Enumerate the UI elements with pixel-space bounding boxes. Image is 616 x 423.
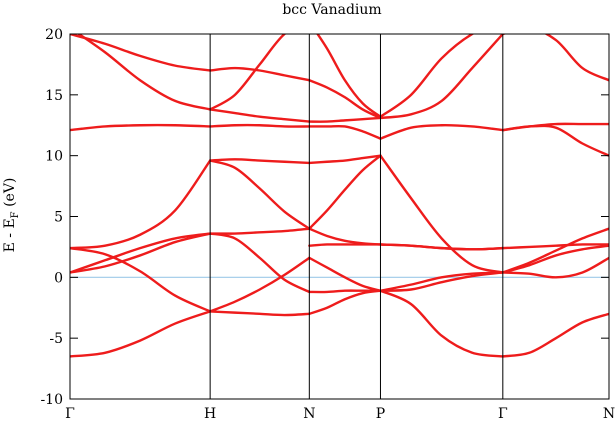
band-line bbox=[308, 154, 382, 165]
band-line bbox=[208, 158, 311, 165]
x-tick-label: P bbox=[376, 406, 385, 422]
y-tick-label: 15 bbox=[45, 88, 63, 104]
band-line bbox=[70, 123, 212, 132]
y-tick-label: -10 bbox=[40, 392, 63, 408]
y-tick-label: 10 bbox=[45, 149, 63, 165]
band-line bbox=[208, 108, 311, 123]
band-line bbox=[208, 232, 311, 294]
x-tick-label: Γ bbox=[65, 406, 75, 422]
x-tick-label: N bbox=[603, 406, 615, 422]
plot-layer bbox=[70, 34, 609, 358]
chart-title: bcc Vanadium bbox=[282, 2, 381, 18]
band-line bbox=[379, 289, 505, 358]
band-line bbox=[379, 34, 505, 120]
band-line bbox=[501, 312, 609, 358]
band-line bbox=[308, 289, 382, 294]
y-tick-label: 0 bbox=[54, 270, 63, 286]
band-line bbox=[70, 232, 212, 274]
y-tick-label: 20 bbox=[45, 27, 63, 43]
band-line bbox=[501, 256, 609, 279]
band-line bbox=[379, 243, 505, 251]
y-axis-label-unit: (eV) bbox=[2, 178, 18, 212]
band-line bbox=[76, 34, 212, 111]
band-line bbox=[308, 79, 382, 120]
band-line bbox=[208, 34, 287, 111]
band-line bbox=[208, 227, 311, 235]
band-line bbox=[308, 116, 382, 123]
y-tick-label: -5 bbox=[49, 331, 63, 347]
y-axis-label: E - EF (eV) bbox=[2, 178, 21, 253]
x-tick-label: N bbox=[303, 406, 315, 422]
band-line bbox=[501, 243, 609, 250]
band-line bbox=[379, 271, 505, 292]
band-line bbox=[501, 124, 609, 157]
band-line bbox=[70, 310, 212, 358]
y-axis-label-main: E - E bbox=[2, 218, 18, 252]
band-line bbox=[308, 154, 382, 230]
band-line bbox=[208, 310, 311, 317]
band-line bbox=[208, 159, 311, 230]
band-line bbox=[379, 271, 505, 292]
band-line bbox=[379, 154, 505, 274]
axes-layer: -10 -5 0 5 10 15 20 Γ H N P Γ N bbox=[40, 27, 615, 422]
band-line bbox=[70, 246, 212, 313]
x-tick-label: Γ bbox=[498, 406, 508, 422]
band-line bbox=[501, 227, 609, 274]
band-line bbox=[70, 34, 212, 72]
band-line bbox=[208, 256, 311, 313]
band-line bbox=[308, 227, 382, 246]
band-line bbox=[208, 123, 311, 128]
band-line bbox=[70, 159, 212, 250]
band-line bbox=[308, 243, 382, 247]
x-tick-label: H bbox=[204, 406, 216, 422]
band-line bbox=[379, 34, 475, 118]
band-line bbox=[308, 289, 382, 316]
band-line bbox=[308, 124, 382, 140]
band-line bbox=[501, 34, 609, 82]
band-line bbox=[70, 232, 212, 274]
y-axis-label-subscript: F bbox=[10, 211, 21, 218]
y-tick-label: 5 bbox=[54, 210, 63, 226]
band-line bbox=[316, 34, 382, 118]
band-line bbox=[379, 124, 505, 140]
band-line bbox=[501, 244, 609, 274]
band-line bbox=[208, 66, 311, 82]
band-line bbox=[308, 256, 382, 292]
